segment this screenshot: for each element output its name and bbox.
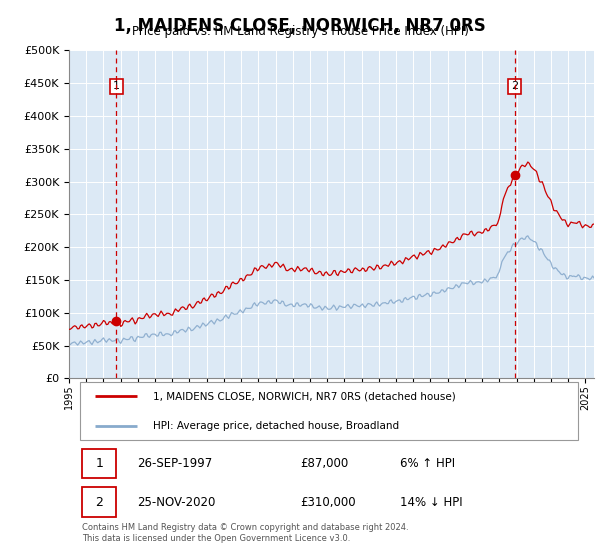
Text: Contains HM Land Registry data © Crown copyright and database right 2024.
This d: Contains HM Land Registry data © Crown c…: [82, 523, 409, 543]
Text: Price paid vs. HM Land Registry's House Price Index (HPI): Price paid vs. HM Land Registry's House …: [131, 25, 469, 38]
Text: 26-SEP-1997: 26-SEP-1997: [137, 457, 212, 470]
Text: 1: 1: [95, 457, 103, 470]
Text: 1, MAIDENS CLOSE, NORWICH, NR7 0RS (detached house): 1, MAIDENS CLOSE, NORWICH, NR7 0RS (deta…: [153, 391, 456, 401]
FancyBboxPatch shape: [82, 487, 116, 517]
Text: 2: 2: [95, 496, 103, 508]
Text: 1, MAIDENS CLOSE, NORWICH, NR7 0RS: 1, MAIDENS CLOSE, NORWICH, NR7 0RS: [114, 17, 486, 35]
Text: £310,000: £310,000: [300, 496, 356, 508]
FancyBboxPatch shape: [82, 449, 116, 478]
Text: £87,000: £87,000: [300, 457, 348, 470]
Text: 14% ↓ HPI: 14% ↓ HPI: [400, 496, 463, 508]
Text: 6% ↑ HPI: 6% ↑ HPI: [400, 457, 455, 470]
FancyBboxPatch shape: [79, 382, 578, 440]
Text: HPI: Average price, detached house, Broadland: HPI: Average price, detached house, Broa…: [153, 421, 399, 431]
Text: 25-NOV-2020: 25-NOV-2020: [137, 496, 215, 508]
Text: 1: 1: [113, 82, 120, 91]
Text: 2: 2: [511, 82, 518, 91]
